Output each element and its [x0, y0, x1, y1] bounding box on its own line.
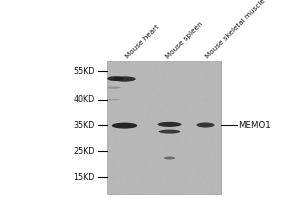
Ellipse shape: [196, 122, 214, 128]
Ellipse shape: [164, 157, 175, 159]
Text: 25KD: 25KD: [73, 146, 94, 156]
Ellipse shape: [107, 76, 124, 81]
Text: Mouse skeletal muscle: Mouse skeletal muscle: [204, 0, 266, 60]
Ellipse shape: [159, 130, 180, 134]
Text: Mouse heart: Mouse heart: [125, 24, 161, 60]
Text: Mouse spleen: Mouse spleen: [165, 21, 205, 60]
Ellipse shape: [112, 123, 137, 129]
Text: 15KD: 15KD: [73, 172, 94, 182]
Text: MEMO1: MEMO1: [238, 120, 271, 130]
Text: 35KD: 35KD: [73, 120, 94, 130]
Bar: [106, 61, 220, 194]
Text: 40KD: 40KD: [73, 96, 94, 104]
Ellipse shape: [158, 122, 182, 127]
Ellipse shape: [113, 76, 136, 82]
Text: 55KD: 55KD: [73, 66, 94, 75]
Ellipse shape: [107, 87, 121, 89]
Ellipse shape: [107, 99, 120, 100]
